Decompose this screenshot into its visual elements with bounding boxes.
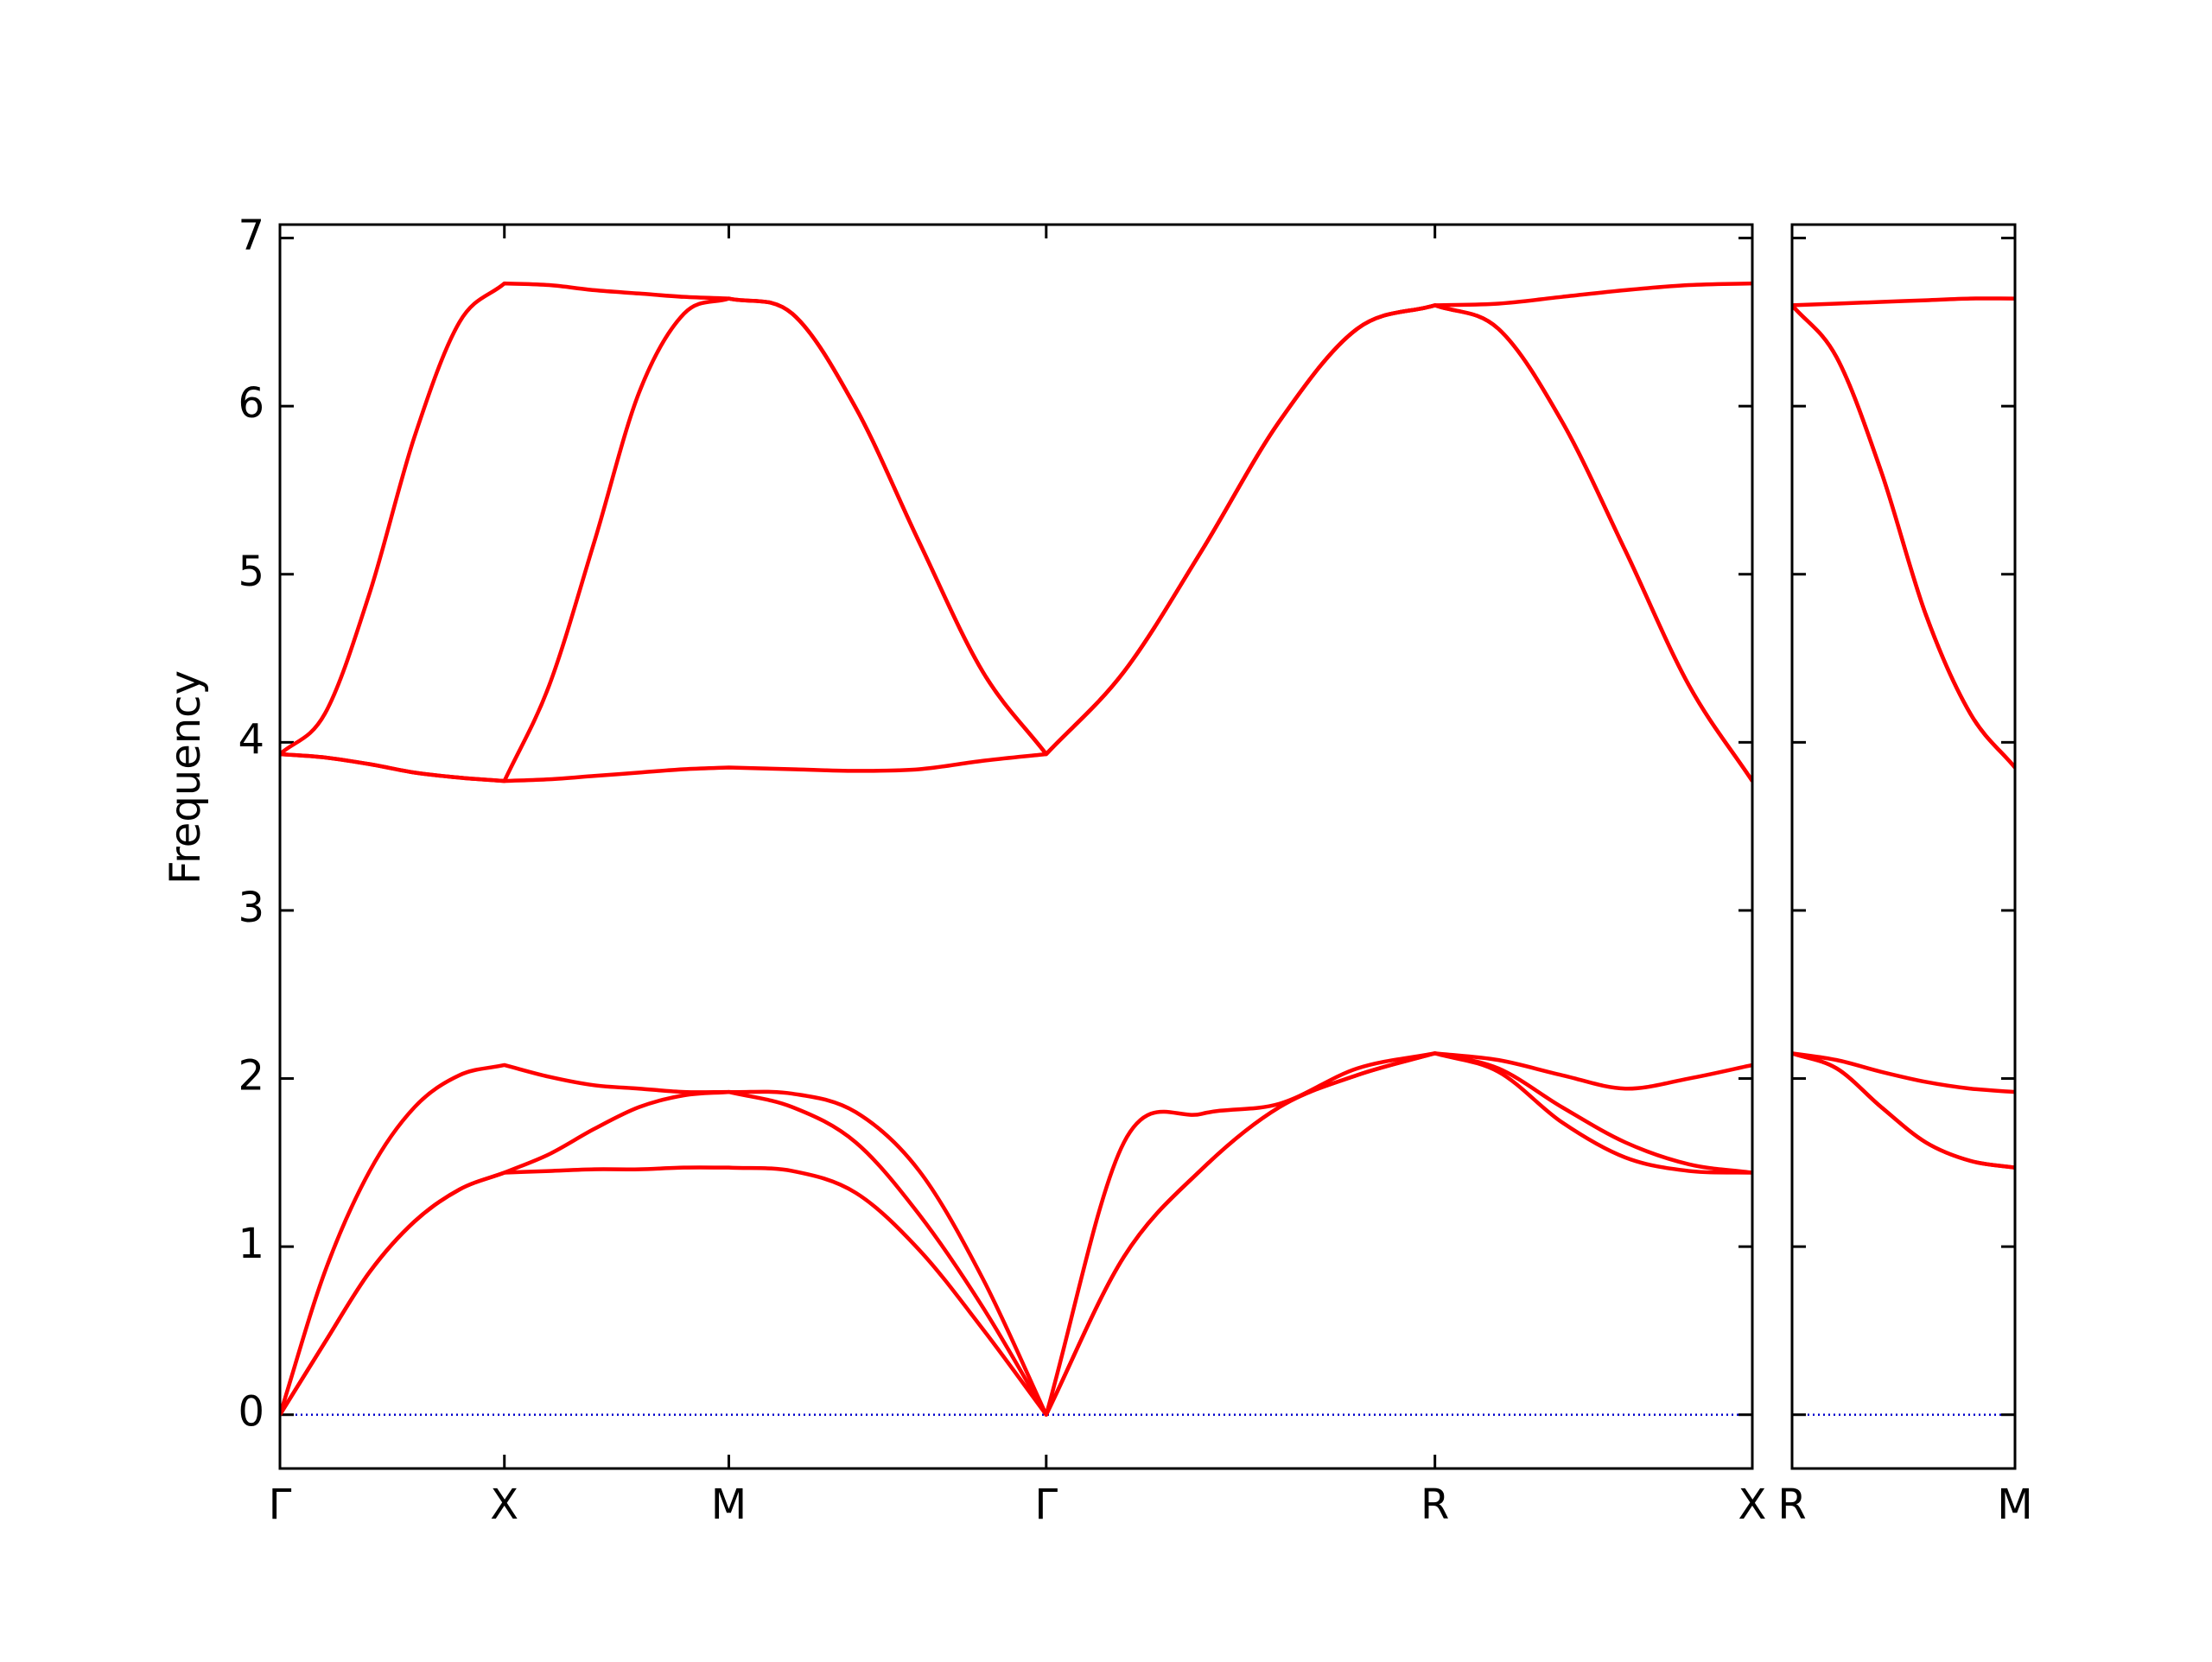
y-tick-label: 2 xyxy=(238,1052,264,1101)
x-tick-label: Γ xyxy=(269,1481,292,1529)
axes-frame xyxy=(278,223,1754,1470)
x-tick-label: X xyxy=(1738,1481,1767,1529)
y-tick-label: 1 xyxy=(238,1220,264,1268)
axes-frame xyxy=(1790,223,2017,1470)
x-tick-label: Γ xyxy=(1034,1481,1058,1529)
y-tick-label: 5 xyxy=(238,548,264,596)
band xyxy=(1792,1051,2015,1094)
band xyxy=(1792,1051,2015,1170)
band xyxy=(280,1051,1752,1417)
y-tick-label: 3 xyxy=(238,884,264,932)
y-tick-label: 4 xyxy=(238,715,264,764)
x-tick-label: R xyxy=(1777,1481,1806,1529)
band xyxy=(280,303,1752,783)
band xyxy=(1792,296,2015,308)
y-tick-label: 6 xyxy=(238,379,264,428)
x-tick-label: M xyxy=(711,1481,747,1529)
y-tick-label: 7 xyxy=(238,212,264,260)
y-tick-label: 0 xyxy=(238,1388,264,1437)
band xyxy=(1792,303,2015,769)
band xyxy=(1792,303,2015,769)
x-tick-label: M xyxy=(1997,1481,2032,1529)
y-axis-label: Frequency xyxy=(162,670,210,885)
x-tick-label: X xyxy=(490,1481,518,1529)
band xyxy=(280,1051,1752,1417)
band xyxy=(1792,1051,2015,1170)
band xyxy=(280,281,1752,757)
x-tick-label: R xyxy=(1421,1481,1449,1529)
band xyxy=(280,296,1752,783)
